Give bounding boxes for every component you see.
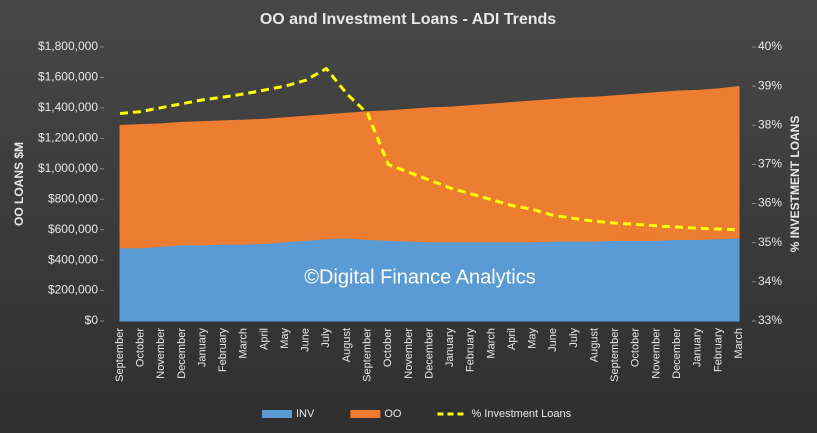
y-tick-label: $1,000,000	[38, 161, 98, 175]
x-tick-label: October	[630, 328, 642, 367]
y2-axis-title: % INVESTMENT LOANS	[788, 116, 802, 253]
legend-swatch	[262, 410, 292, 418]
x-tick-label: December	[671, 328, 683, 379]
legend-label: OO	[384, 408, 402, 420]
y2-tick-label: 37%	[758, 157, 782, 171]
x-tick-label: June	[300, 328, 312, 352]
y-tick-label: $400,000	[48, 252, 98, 266]
y-tick-label: $1,200,000	[38, 131, 98, 145]
x-tick-label: September	[114, 328, 126, 382]
y2-tick-label: 38%	[758, 117, 782, 131]
x-tick-label: January	[444, 328, 456, 368]
y2-tick-label: 34%	[758, 274, 782, 288]
x-tick-label: January	[196, 328, 208, 368]
x-tick-label: December	[423, 328, 435, 379]
x-tick-label: October	[382, 328, 394, 367]
y2-tick-label: 33%	[758, 313, 782, 327]
area-series	[119, 86, 740, 249]
x-tick-label: January	[692, 328, 704, 368]
x-tick-label: June	[547, 328, 559, 352]
x-tick-label: May	[279, 328, 291, 349]
y-tick-label: $600,000	[48, 222, 98, 236]
legend-label: % Investment Loans	[471, 408, 571, 420]
y2-tick-label: 39%	[758, 78, 782, 92]
y-axis-title: OO LOANS $M	[12, 142, 26, 226]
watermark: ©Digital Finance Analytics	[304, 266, 536, 288]
y-tick-label: $1,800,000	[38, 39, 98, 53]
x-tick-label: March	[733, 328, 745, 359]
x-tick-label: April	[258, 328, 270, 350]
y-tick-label: $200,000	[48, 283, 98, 297]
legend-label: INV	[296, 408, 315, 420]
y-tick-label: $0	[85, 313, 99, 327]
x-tick-label: April	[506, 328, 518, 350]
x-tick-label: July	[568, 328, 580, 348]
y-tick-label: $800,000	[48, 191, 98, 205]
x-tick-label: July	[320, 328, 332, 348]
chart-title: OO and Investment Loans - ADI Trends	[260, 11, 556, 28]
x-tick-label: September	[609, 328, 621, 382]
x-tick-label: March	[238, 328, 250, 359]
x-tick-label: August	[341, 328, 353, 362]
x-tick-label: February	[217, 328, 229, 373]
x-tick-label: December	[176, 328, 188, 379]
x-tick-label: November	[650, 328, 662, 379]
x-tick-label: February	[712, 328, 724, 373]
y2-tick-label: 40%	[758, 39, 782, 53]
x-tick-label: September	[362, 328, 374, 382]
y2-tick-label: 36%	[758, 196, 782, 210]
line-series	[119, 66, 740, 232]
x-tick-label: November	[155, 328, 167, 379]
x-tick-label: October	[135, 328, 147, 367]
x-tick-label: May	[527, 328, 539, 349]
x-tick-label: March	[485, 328, 497, 359]
x-tick-label: August	[588, 328, 600, 362]
legend-swatch	[350, 410, 381, 418]
y-tick-label: $1,400,000	[38, 100, 98, 114]
x-tick-label: November	[403, 328, 415, 379]
y-tick-label: $1,600,000	[38, 70, 98, 84]
y2-tick-label: 35%	[758, 235, 782, 249]
x-tick-label: February	[465, 328, 477, 373]
